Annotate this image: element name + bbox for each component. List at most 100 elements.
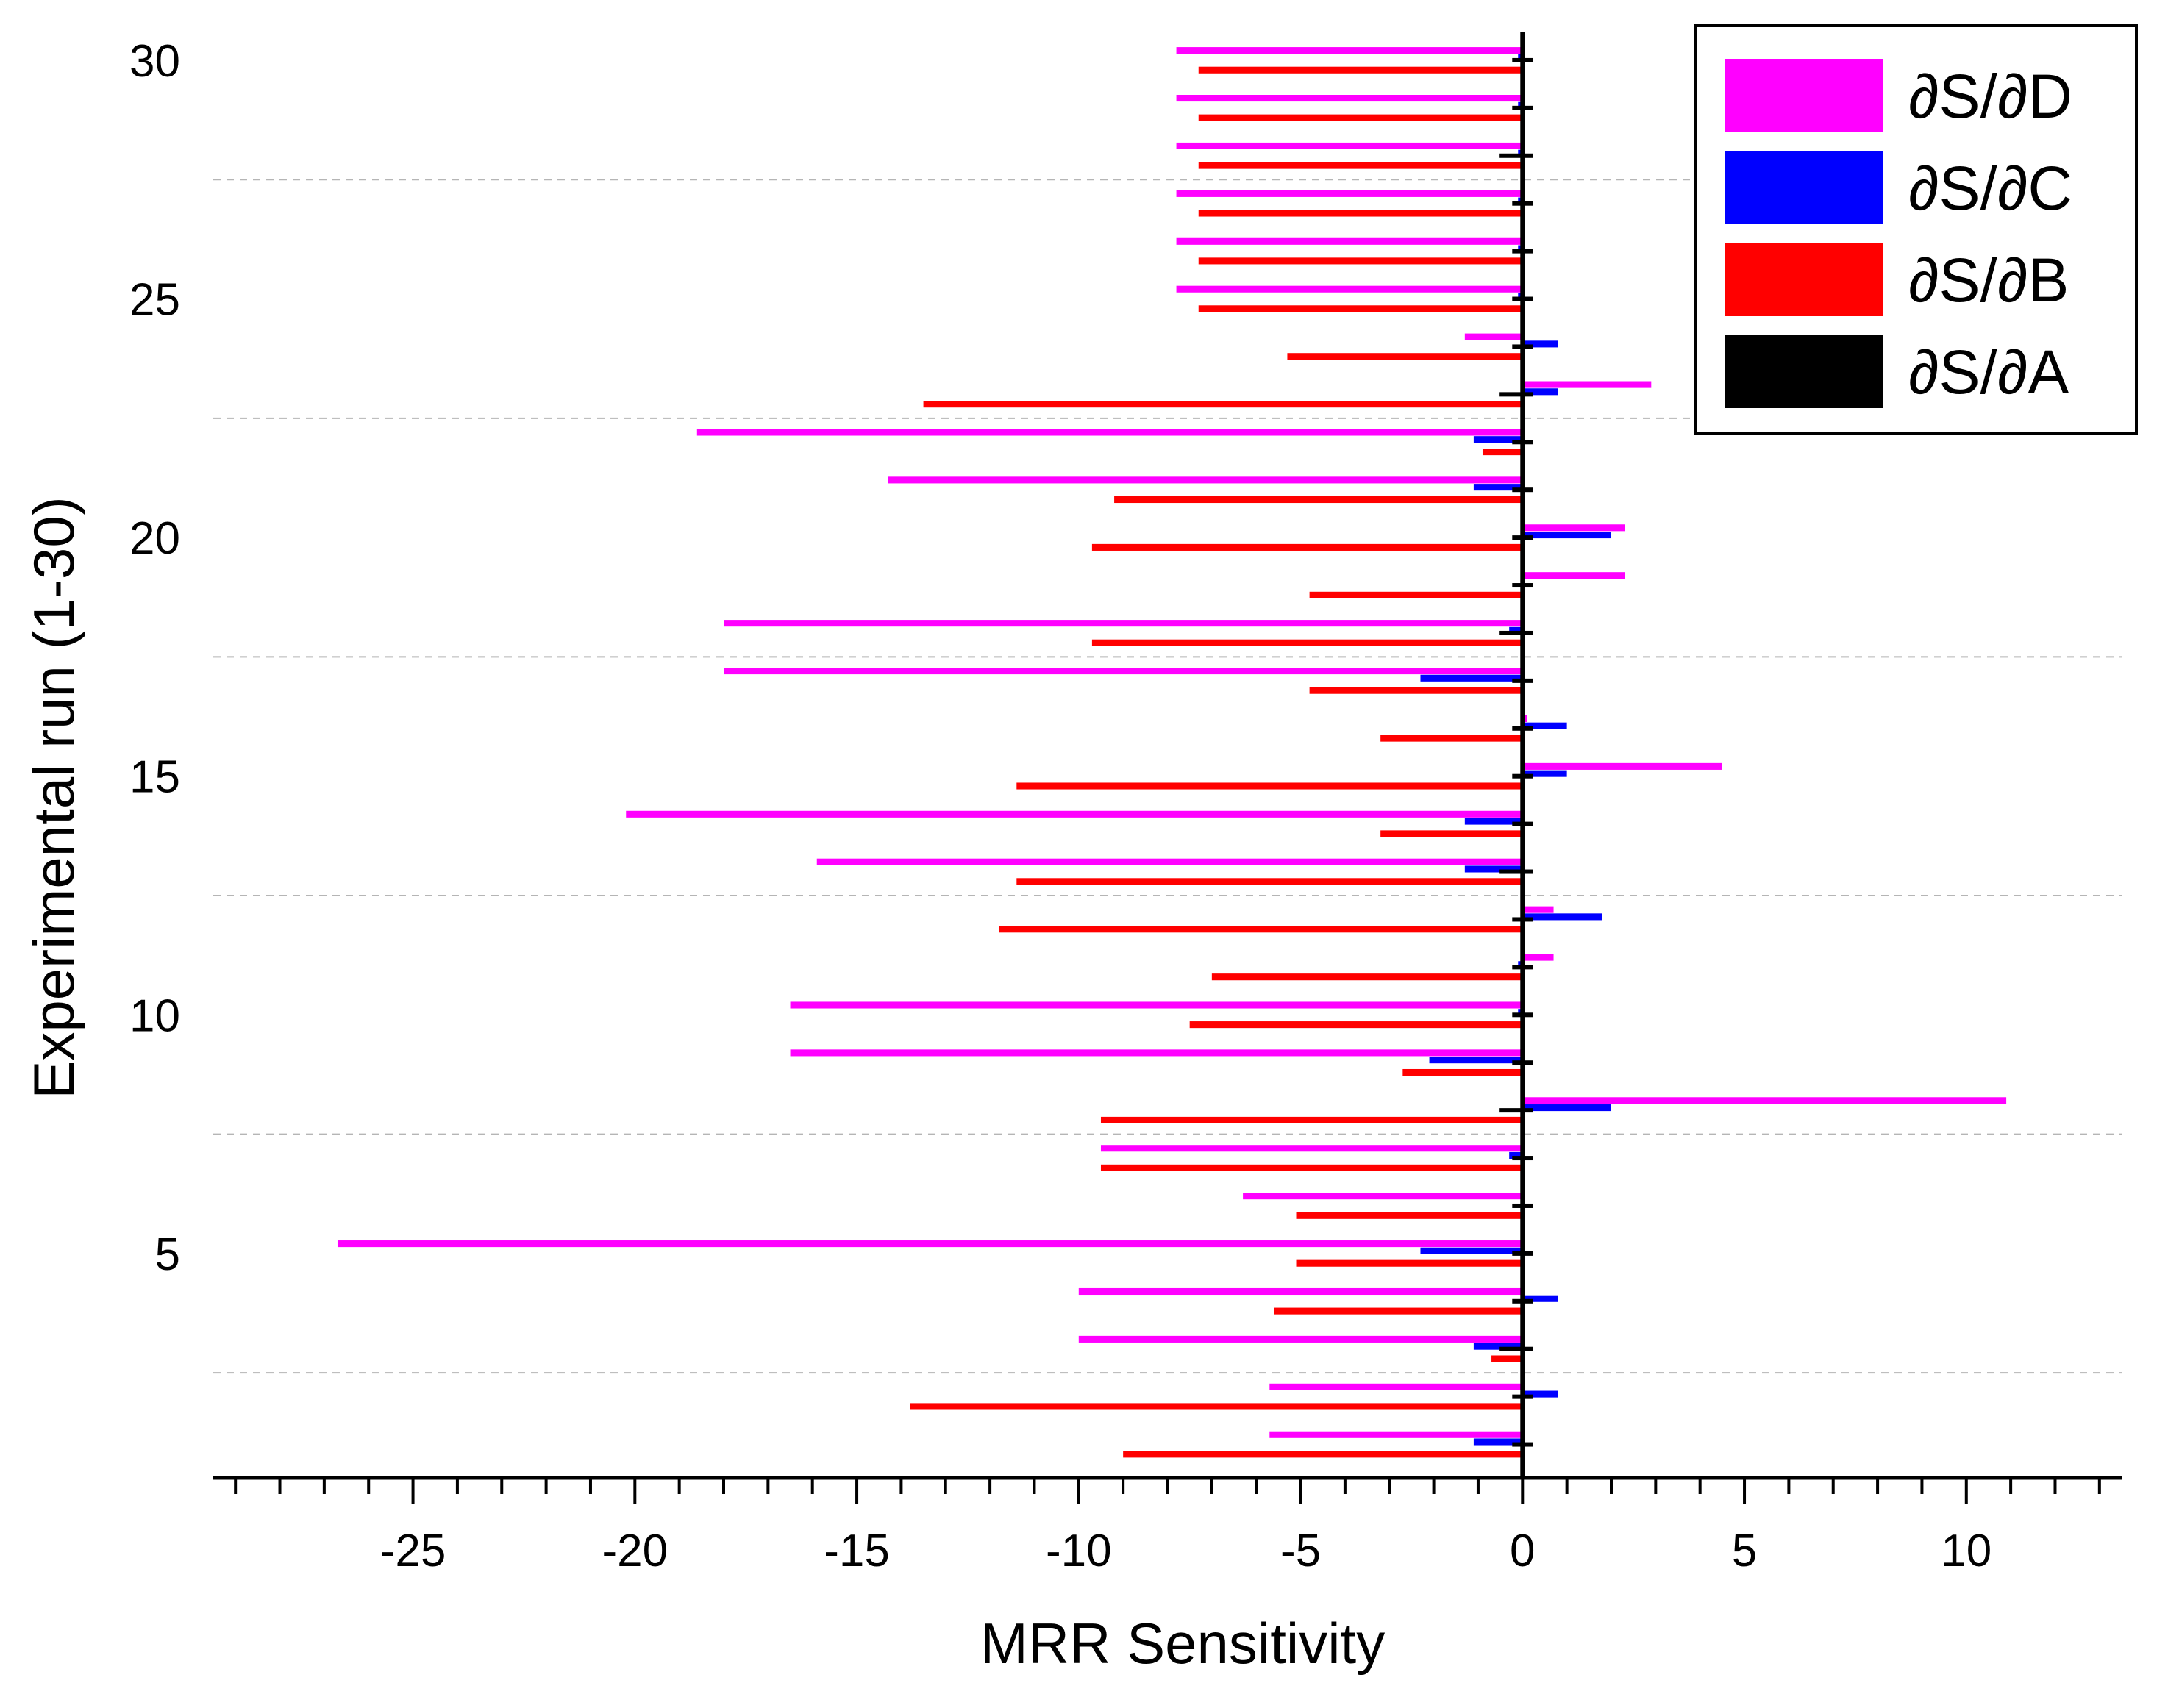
bar-sb-run-30 [1198,66,1523,74]
bar-sb-run-21 [1114,496,1523,504]
x-tick-label: -20 [602,1526,668,1576]
bar-sb-run-15 [1016,782,1523,790]
bar-sd-run-24 [1464,333,1523,340]
y-tick-label: 30 [129,36,180,87]
bar-sd-run-9 [790,1049,1523,1057]
bar-sb-run-11 [1211,973,1523,981]
bar-sb-run-2 [910,1403,1523,1410]
bar-sb-run-14 [1380,830,1523,837]
bar-sc-run-27 [1518,197,1523,204]
axes: -25 -20 -15 -10 -5 0 5 10 5 10 15 20 25 30 [129,32,2122,1576]
bar-sc-run-24 [1522,340,1558,348]
bar-sc-run-23 [1522,388,1558,396]
bar-a-run-8 [1499,1108,1533,1113]
x-axis-title: MRR Sensitivity [980,1611,1385,1676]
bar-sb-run-7 [1100,1164,1523,1171]
bar-sc-run-21 [1473,484,1523,491]
x-tick-label: -25 [380,1526,446,1576]
bar-sc-run-7 [1509,1151,1523,1159]
grid-lines [213,179,2122,1374]
bar-sc-run-15 [1522,770,1567,777]
y-axis-title: Experimental run (1-30) [21,496,86,1098]
bar-sc-run-8 [1522,1104,1611,1112]
bar-sc-run-3 [1473,1343,1523,1350]
legend-label-d: ∂S/∂D [1908,62,2072,131]
bar-sd-run-4 [1078,1287,1523,1296]
legend-label-a: ∂S/∂A [1908,337,2069,407]
bar-sb-run-20 [1091,543,1523,551]
bar-sd-run-16 [1522,715,1527,723]
bar-sd-run-26 [1176,237,1523,245]
bar-sb-run-1 [1123,1451,1523,1458]
bar-sd-run-10 [790,1001,1523,1009]
y-tick-label: 15 [129,752,180,803]
bar-sd-run-5 [337,1240,1523,1248]
bar-sb-run-16 [1380,735,1523,742]
bar-sd-run-13 [816,858,1523,865]
legend-swatch-c [1725,151,1883,224]
bar-sd-run-21 [888,476,1523,484]
bar-sb-run-18 [1091,639,1523,646]
bar-sd-run-19 [1522,572,1625,579]
y-tick-label: 20 [129,513,180,564]
y-tick-label: 5 [155,1229,180,1280]
bar-a-run-23 [1499,392,1533,397]
bar-sd-run-23 [1522,381,1652,388]
bar-sd-run-30 [1176,47,1523,54]
bar-sc-run-26 [1518,245,1523,252]
bar-sd-run-17 [724,668,1523,675]
bar-a-run-13 [1499,869,1533,874]
bar-sc-run-14 [1464,818,1523,825]
x-tick-label: -5 [1280,1526,1321,1576]
bar-sc-run-18 [1509,626,1523,634]
x-tick-label: -15 [824,1526,890,1576]
bar-sb-run-3 [1491,1355,1523,1362]
legend-swatch-b [1725,243,1883,316]
y-tick-label: 25 [129,275,180,326]
bar-sd-run-29 [1176,95,1523,102]
bar-sb-run-25 [1198,305,1523,312]
bar-sc-run-16 [1522,722,1567,729]
bar-sb-run-22 [1482,449,1523,456]
bar-sb-run-13 [1016,878,1523,885]
bar-sd-run-18 [724,620,1523,627]
bar-a-run-28 [1499,153,1533,158]
bar-sd-run-8 [1522,1097,2007,1104]
bar-sc-run-30 [1518,54,1523,61]
bar-sb-run-26 [1198,257,1523,265]
legend-swatch-a [1725,335,1883,408]
legend-swatch-d [1725,59,1883,132]
bar-sc-run-22 [1473,436,1523,443]
bar-sb-run-29 [1198,114,1523,121]
legend-label-b: ∂S/∂B [1908,246,2069,315]
bar-sc-run-17 [1420,674,1523,682]
bar-sb-run-6 [1296,1212,1523,1219]
bar-sd-run-2 [1269,1383,1523,1390]
bar-sc-run-28 [1518,149,1523,157]
legend: ∂S/∂D ∂S/∂C ∂S/∂B ∂S/∂A [1694,24,2138,435]
bar-sc-run-13 [1464,865,1523,873]
bar-sd-run-11 [1522,954,1554,961]
bar-sc-run-12 [1522,913,1602,921]
bar-sb-run-23 [923,401,1523,408]
bar-sd-run-14 [626,810,1523,818]
x-tick-label: -10 [1046,1526,1112,1576]
bar-sb-run-28 [1198,162,1523,169]
bar-sd-run-25 [1176,285,1523,293]
bar-sb-run-27 [1198,210,1523,217]
bar-sb-run-12 [999,926,1523,933]
y-tick-label: 10 [129,990,180,1041]
bar-sc-run-5 [1420,1247,1523,1254]
bar-sb-run-24 [1287,353,1523,360]
bar-sd-run-20 [1522,524,1625,532]
bar-sb-run-8 [1100,1116,1523,1123]
bar-sb-run-5 [1296,1259,1523,1267]
bars [337,47,2007,1458]
bar-sd-run-7 [1100,1145,1523,1152]
bar-sd-run-27 [1176,190,1523,197]
bar-sd-run-12 [1522,906,1554,913]
legend-label-c: ∂S/∂C [1908,154,2072,223]
bar-sc-run-10 [1518,1009,1523,1016]
bar-sc-run-2 [1522,1390,1558,1398]
